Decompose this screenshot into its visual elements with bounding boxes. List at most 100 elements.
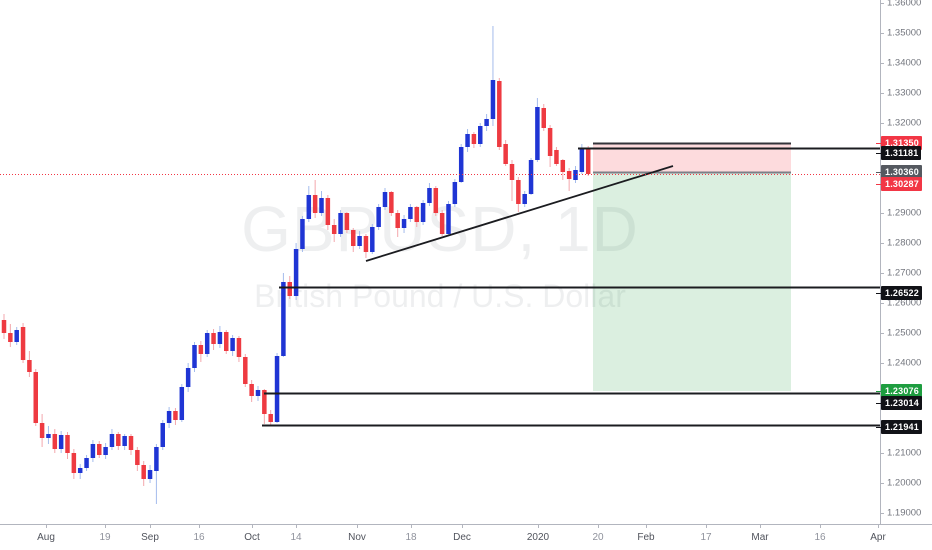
price-axis-tick	[880, 513, 884, 514]
candle-up	[109, 434, 115, 447]
time-axis-tick	[46, 524, 47, 528]
candle-down	[560, 160, 566, 172]
candle-down	[471, 134, 477, 144]
candle-up	[573, 170, 578, 180]
time-axis-label: 16	[814, 532, 826, 543]
candle-down	[268, 414, 273, 422]
candle-up	[293, 249, 299, 296]
price-axis-tick-label: 1.34000	[887, 57, 922, 69]
candle-down	[344, 213, 350, 230]
price-axis-tick	[880, 63, 884, 64]
candle-up	[217, 332, 223, 344]
price-axis-tick-label: 1.35000	[887, 27, 922, 39]
price-axis-tick-label: 1.21000	[887, 447, 922, 459]
candle-down	[224, 332, 229, 351]
price-label-line: 1.26522	[876, 286, 922, 300]
price-label-line: 1.31181	[875, 146, 922, 160]
candle-down	[249, 384, 254, 396]
price-axis-tick	[880, 213, 884, 214]
time-axis[interactable]: Aug 19 Sep 16 Oct 14 Nov 18 Dec 2020 20 Feb 17 Mar 16 A…	[0, 524, 932, 550]
candle-up	[255, 390, 261, 396]
time-axis-label: 2020	[526, 532, 550, 543]
candle-up	[446, 204, 451, 234]
candle-up	[46, 434, 51, 438]
candle-up	[154, 447, 159, 471]
candle-up	[90, 444, 96, 458]
candle-up	[14, 330, 19, 342]
price-axis-tick-label: 1.29000	[887, 207, 922, 219]
price-axis-tick-label: 1.27000	[887, 267, 922, 279]
price-axis-tick-label: 1.32000	[887, 117, 922, 129]
candle-up	[179, 387, 185, 420]
time-axis-tick	[820, 524, 821, 528]
candle-down	[173, 411, 178, 420]
price-axis-tick-label: 1.20000	[887, 477, 922, 489]
candle-down	[243, 357, 248, 384]
candle-down	[331, 225, 337, 234]
candle-down	[503, 144, 508, 164]
price-axis-tick	[880, 483, 884, 484]
candle-down	[395, 213, 400, 228]
candle-down	[1, 320, 7, 333]
trend-line[interactable]	[365, 165, 674, 262]
time-axis-label: 19	[99, 532, 111, 543]
price-axis-tick	[880, 453, 884, 454]
candle-down	[262, 390, 267, 414]
price-axis-tick-label: 1.36000	[887, 0, 922, 9]
candle-down	[439, 213, 445, 234]
candle-up	[465, 134, 470, 147]
price-axis-tick-label: 1.24000	[887, 357, 922, 369]
candle-down	[516, 180, 521, 204]
price-label-line: 1.21941	[876, 420, 922, 434]
candle-up	[230, 338, 235, 351]
candle-up	[490, 80, 496, 119]
candle-up	[420, 203, 426, 222]
candle-up	[122, 436, 127, 446]
candle-up	[338, 213, 343, 234]
candle-down	[8, 333, 13, 342]
candle-down	[39, 423, 45, 438]
candle-up	[147, 470, 153, 479]
candle-up	[300, 219, 305, 249]
time-axis-tick	[252, 524, 253, 528]
candle-down	[312, 195, 318, 213]
time-axis-tick	[598, 524, 599, 528]
time-axis-tick	[538, 524, 539, 528]
price-axis-tick-label: 1.26000	[887, 297, 922, 309]
candle-down	[325, 198, 331, 225]
candle-up	[306, 195, 312, 219]
time-axis-label: Aug	[37, 532, 55, 543]
short-position-profit-zone[interactable]	[593, 172, 791, 391]
time-axis-label: 14	[290, 532, 302, 543]
price-axis-tick	[880, 273, 884, 274]
candle-up	[58, 435, 64, 449]
price-axis-tick-label: 1.25000	[887, 327, 922, 339]
time-axis-label: 20	[592, 532, 604, 543]
candle-up	[528, 160, 534, 194]
candle-down	[52, 434, 58, 449]
candle-down	[128, 436, 134, 450]
candle-down	[547, 128, 553, 156]
time-axis-tick	[706, 524, 707, 528]
candle-down	[211, 333, 216, 344]
time-axis-label: Apr	[870, 532, 886, 543]
time-axis-tick	[411, 524, 412, 528]
short-position-stop-zone[interactable]	[593, 143, 791, 172]
candle-up	[452, 182, 458, 204]
time-axis-label: 18	[405, 532, 417, 543]
price-axis[interactable]: 1.36000 1.35000 1.34000 1.33000 1.32000 1.290…	[875, 0, 932, 524]
candle-down	[97, 444, 102, 455]
price-axis-tick	[880, 93, 884, 94]
price-label-entry: 1.30360	[876, 165, 922, 179]
price-axis-tick	[880, 33, 884, 34]
price-axis-tick	[880, 243, 884, 244]
candle-down	[33, 372, 38, 423]
candle-up	[281, 282, 286, 356]
candle-down	[71, 453, 77, 473]
candle-down	[585, 148, 591, 174]
candle-up	[319, 198, 324, 213]
time-axis-tick	[357, 524, 358, 528]
price-axis-tick-label: 1.28000	[887, 237, 922, 249]
